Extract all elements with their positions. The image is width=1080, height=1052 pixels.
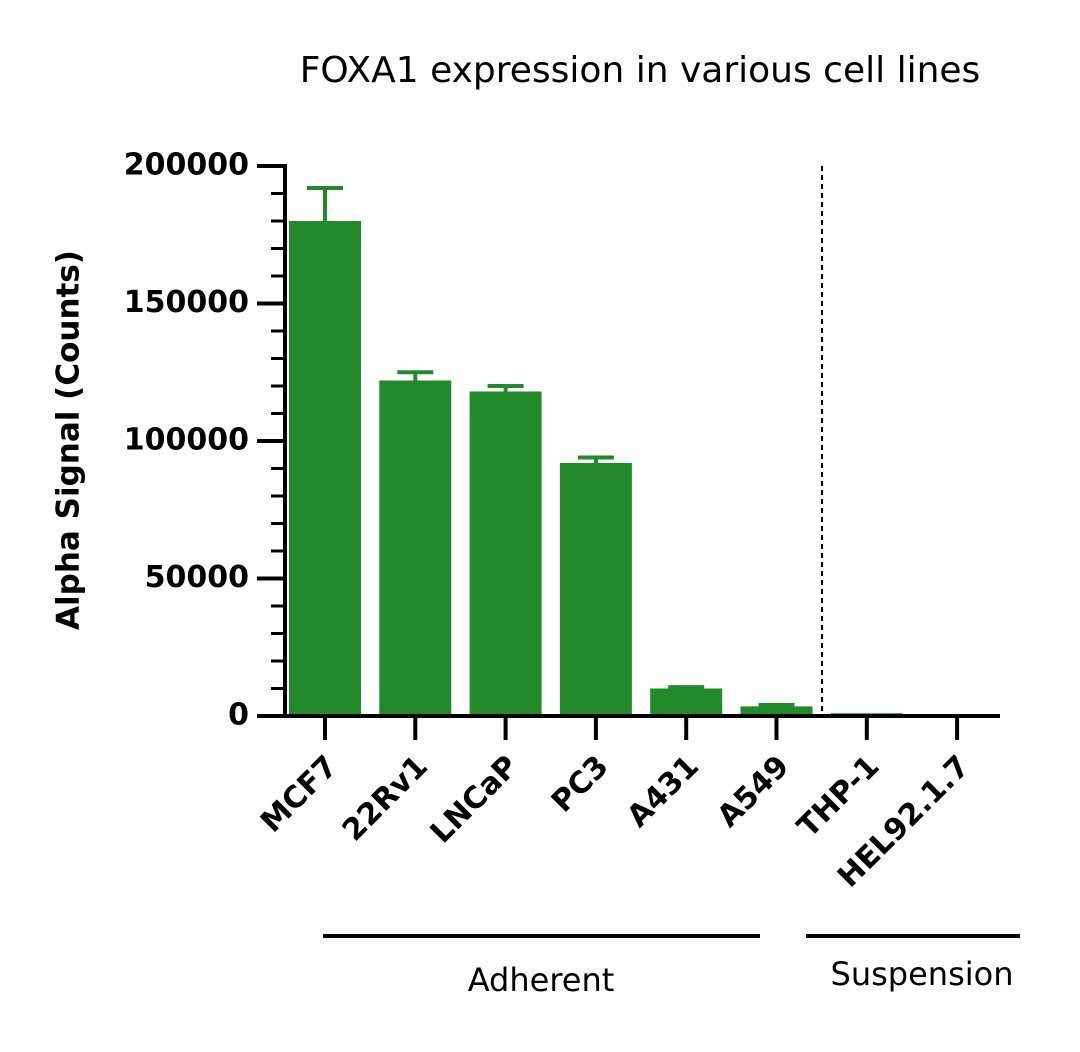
bar xyxy=(559,463,632,716)
x-tick-label: PC3 xyxy=(545,749,616,820)
y-axis-title: Alpha Signal (Counts) xyxy=(51,250,87,630)
group-label: Suspension xyxy=(831,955,1014,993)
y-tick-label: 0 xyxy=(228,698,249,733)
bar xyxy=(469,391,542,716)
group-label: Adherent xyxy=(468,961,615,999)
chart-title: FOXA1 expression in various cell lines xyxy=(300,50,981,91)
y-tick-label: 200000 xyxy=(124,148,249,183)
bar xyxy=(740,706,813,716)
error-bar xyxy=(758,703,795,707)
x-tick-label: A549 xyxy=(711,749,796,834)
error-bar xyxy=(397,370,434,381)
x-tick-label: A431 xyxy=(620,749,705,834)
bar xyxy=(289,221,361,716)
bar xyxy=(650,688,723,716)
y-tick-label: 50000 xyxy=(145,560,249,595)
bar xyxy=(379,380,452,716)
y-tick-label: 150000 xyxy=(124,285,249,320)
x-tick-label: 22Rv1 xyxy=(336,749,435,848)
error-bar xyxy=(668,685,705,690)
x-tick-label: MCF7 xyxy=(254,749,345,840)
error-bar xyxy=(307,186,343,221)
x-tick-label: LNCaP xyxy=(424,749,525,850)
error-bar xyxy=(487,384,524,392)
y-tick-label: 100000 xyxy=(124,423,249,458)
error-bar xyxy=(577,455,614,463)
